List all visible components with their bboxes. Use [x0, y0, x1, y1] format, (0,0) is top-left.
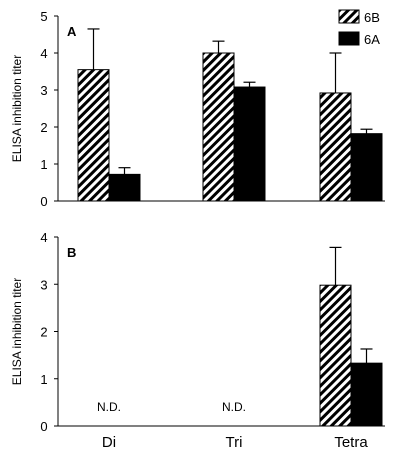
bar-6a-tetra	[350, 362, 383, 427]
bar-6b-di	[77, 69, 110, 202]
y-tick-label: 3	[40, 83, 47, 98]
legend-label-6b: 6B	[364, 10, 380, 25]
bar-6a-di	[108, 173, 141, 202]
x-category-label: Tri	[226, 434, 243, 451]
bar-6a-tri	[233, 86, 266, 202]
bar-6b-tri	[202, 52, 235, 202]
y-axis-title: ELISA inhibition titer	[10, 55, 24, 162]
bar-6b-tetra	[319, 92, 352, 202]
y-tick-label: 4	[40, 230, 47, 245]
y-tick-label: 4	[40, 46, 47, 61]
y-axis-title: ELISA inhibition titer	[10, 278, 24, 385]
panel-b-chart: 0 1 2 3 4 ELISA inhibition titer B N.D. N.D. Di Tr…	[10, 230, 385, 451]
bar-6a-tetra	[350, 133, 383, 202]
y-tick-label: 3	[40, 277, 47, 292]
y-tick-label: 1	[40, 372, 47, 387]
legend-swatch-6a	[338, 31, 360, 46]
y-tick-label: 2	[40, 120, 47, 135]
panel-label: B	[67, 245, 76, 260]
y-tick-label: 1	[40, 157, 47, 172]
y-tick-label: 0	[40, 194, 47, 209]
x-category-label: Tetra	[334, 434, 368, 451]
x-category-label: Di	[102, 434, 116, 451]
legend-label-6a: 6A	[364, 32, 380, 47]
legend-swatch-6b	[338, 9, 360, 24]
y-tick-label: 2	[40, 325, 47, 340]
panel-a-chart: 0 1 2 3 4 5 ELISA inhibition titer A 6B 6A	[10, 9, 385, 209]
not-detected-label: N.D.	[97, 400, 121, 414]
not-detected-label: N.D.	[222, 400, 246, 414]
y-tick-label: 0	[40, 419, 47, 434]
bar-6b-tetra	[319, 284, 352, 427]
y-tick-label: 5	[40, 9, 47, 24]
panel-label: A	[67, 24, 77, 39]
